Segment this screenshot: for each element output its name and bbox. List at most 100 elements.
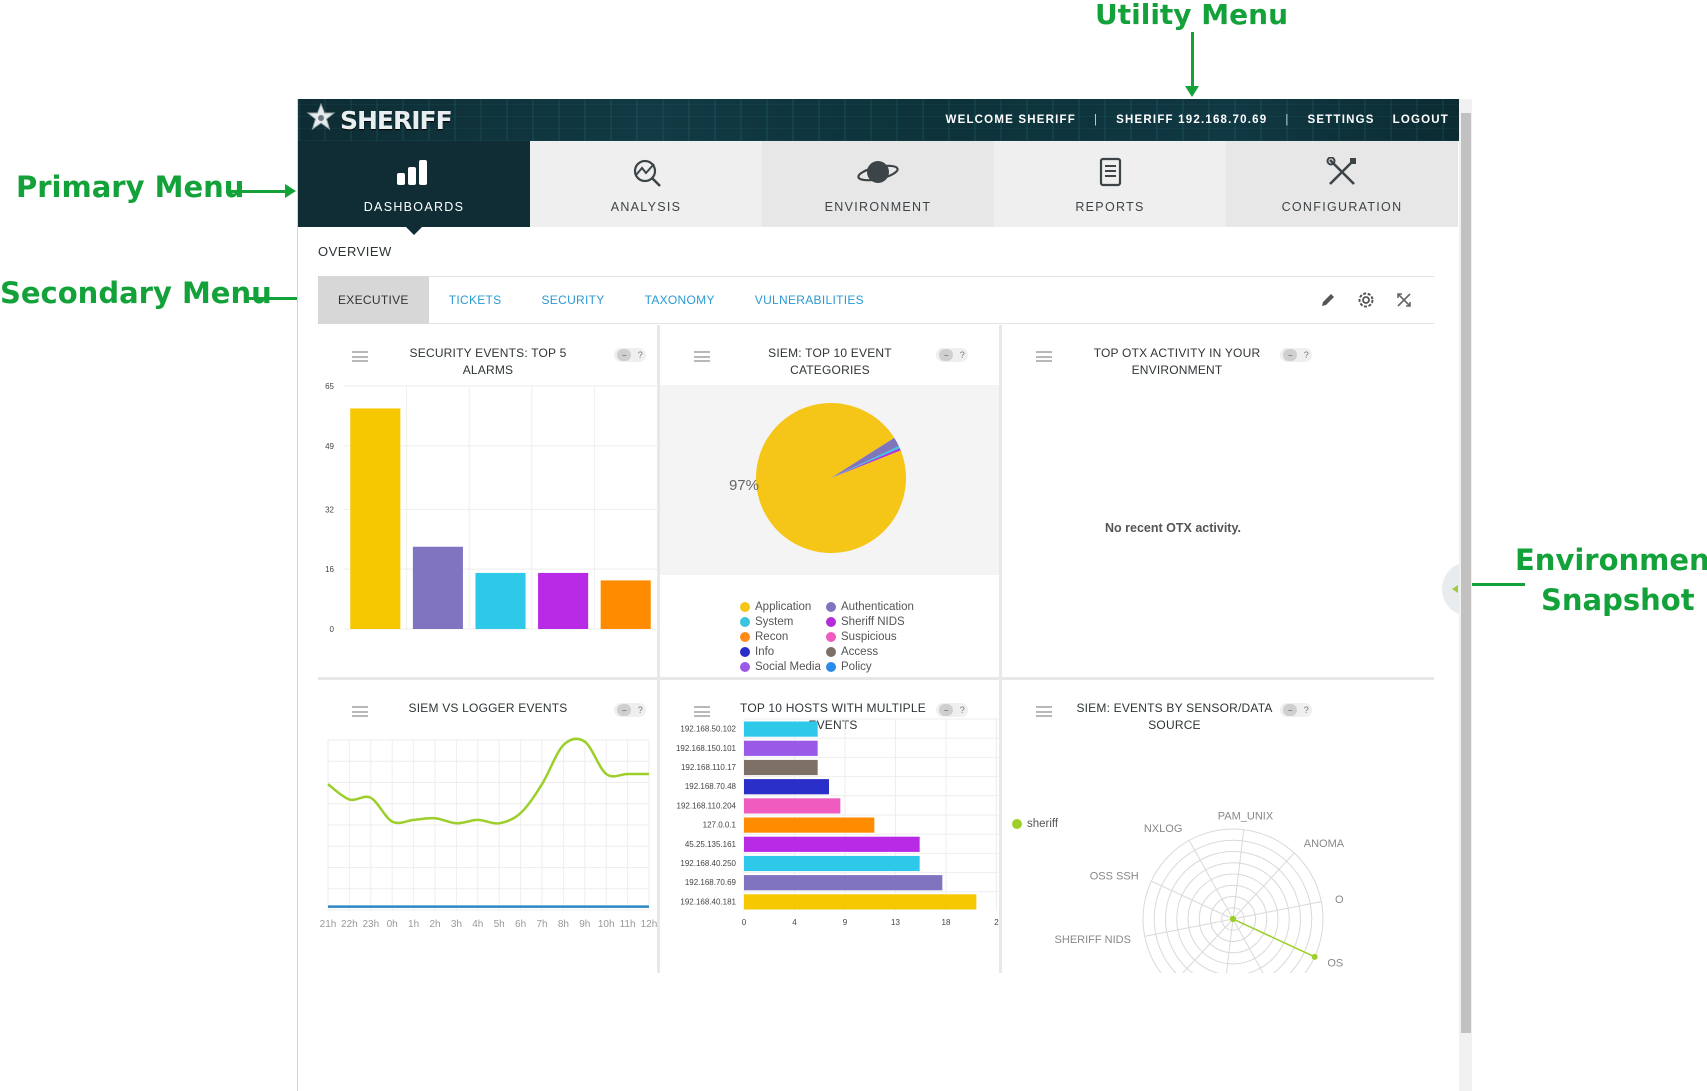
legend-label: Sheriff NIDS (841, 615, 905, 628)
legend-item: System (740, 614, 826, 629)
pencil-icon[interactable] (1318, 289, 1338, 311)
x-tick-label: 21h (320, 919, 337, 930)
utility-separator: | (1093, 114, 1099, 126)
x-tick-label: 22h (341, 919, 358, 930)
legend-label: System (755, 615, 794, 628)
radar-axis-label: OSS I (1327, 958, 1344, 970)
primary-menu-dashboards[interactable]: DASHBOARDS (298, 141, 530, 235)
widget-toggle[interactable]: −? (614, 348, 646, 362)
widget-title: SECURITY EVENTS: TOP 5 ALARMS (409, 346, 567, 377)
utility-menu: WELCOME SHERIFF | SHERIFF 192.168.70.69 … (946, 99, 1449, 141)
collapse-icon[interactable]: − (1283, 349, 1298, 361)
help-icon[interactable]: ? (959, 350, 965, 360)
legend-swatch (740, 601, 750, 612)
primary-menu-configuration[interactable]: CONFIGURATION (1226, 141, 1458, 227)
widget-menu-icon[interactable] (1036, 706, 1052, 717)
utility-menu-callout: Utility Menu (1095, 0, 1289, 31)
y-tick-label: 0 (330, 625, 335, 634)
widget-event-categories: SIEM: TOP 10 EVENT CATEGORIES −? 97% App… (660, 325, 999, 677)
bar (350, 408, 401, 629)
otx-empty-message: No recent OTX activity. (1105, 521, 1241, 535)
collapse-icon[interactable]: − (617, 704, 632, 716)
dashboard-tools (1318, 289, 1414, 311)
logo[interactable]: SHERIFF (306, 102, 453, 136)
radar-spoke (1225, 918, 1234, 973)
secondary-tab-tickets[interactable]: TICKETS (448, 293, 502, 307)
widget-menu-icon[interactable] (352, 706, 368, 717)
siem-vs-logger-line-chart: 21h 22h 23h 0h 1h 2h 3h 4h 5h 6h 7h 8h 9h 10h 11h 12h (320, 737, 657, 930)
widget-menu-icon[interactable] (694, 351, 710, 362)
legend-item: Access (826, 644, 956, 659)
help-icon[interactable]: ? (1303, 350, 1309, 360)
bar (744, 798, 841, 814)
help-icon[interactable]: ? (637, 350, 643, 360)
pie-legend: Application Authentication System Sheriff N… (740, 599, 980, 674)
utility-menu-arrow (1191, 32, 1194, 87)
widget-menu-icon[interactable] (1036, 351, 1052, 362)
widget-toggle[interactable]: −? (936, 348, 968, 362)
x-tick-label: 12h (641, 919, 657, 930)
series-line (327, 737, 649, 825)
legend-label: Recon (755, 630, 789, 643)
primary-menu-environment[interactable]: ENVIRONMENT (762, 141, 994, 227)
help-icon[interactable]: ? (959, 705, 965, 715)
widget-toggle[interactable]: −? (936, 703, 968, 717)
legend-item: Recon (740, 629, 826, 644)
legend-label: Access (841, 645, 879, 658)
x-tick-label: 5h (494, 919, 505, 930)
legend-label: Application (755, 600, 812, 613)
widget-title: TOP OTX ACTIVITY IN YOUR ENVIRONMENT (1072, 345, 1282, 379)
scrollbar[interactable] (1459, 99, 1472, 1091)
x-tick-label: 1h (408, 919, 419, 930)
bar-chart-icon (395, 157, 433, 190)
primary-menu-analysis[interactable]: ANALYSIS (530, 141, 762, 227)
collapse-icon[interactable]: − (939, 704, 954, 716)
legend-swatch (740, 661, 750, 672)
radar-axis-label: PAM_UNIX (1218, 811, 1274, 823)
collapse-icon[interactable]: − (1283, 704, 1298, 716)
widget-toggle[interactable]: −? (614, 703, 646, 717)
server-link[interactable]: SHERIFF 192.168.70.69 (1116, 114, 1268, 126)
widget-siem-vs-logger: SIEM VS LOGGER EVENTS −? 21h 22h 23h 0h 1h 2h… (318, 680, 657, 973)
events-by-sensor-radar-chart: PAM_UNIXANOMALIEO365OSS ISUDOALIENVAULT … (1055, 811, 1344, 973)
fullscreen-icon[interactable] (1394, 289, 1414, 311)
collapse-icon[interactable]: − (939, 349, 954, 361)
utility-separator: | (1285, 114, 1290, 126)
secondary-tab-vulnerabilities[interactable]: VULNERABILITIES (754, 293, 864, 307)
y-tick-label: 127.0.0.1 (703, 821, 737, 830)
bar (744, 855, 920, 872)
collapse-icon[interactable]: − (617, 349, 632, 361)
bar (744, 875, 943, 891)
bar (744, 779, 829, 795)
gear-icon[interactable] (1356, 289, 1376, 311)
help-icon[interactable]: ? (1303, 705, 1309, 715)
widget-menu-icon[interactable] (352, 351, 368, 362)
bar (744, 894, 977, 910)
help-icon[interactable]: ? (637, 705, 643, 715)
secondary-tab-taxonomy[interactable]: TAXONOMY (644, 293, 715, 307)
legend-swatch (740, 646, 750, 657)
secondary-tab-security[interactable]: SECURITY (541, 293, 605, 307)
bar (744, 721, 818, 737)
x-tick-label: 9h (579, 919, 590, 930)
legend-swatch (826, 661, 836, 672)
radar-ring (1176, 862, 1290, 973)
logout-link[interactable]: LOGOUT (1392, 114, 1449, 126)
y-tick-label: 192.168.40.250 (680, 859, 736, 868)
bar (744, 817, 875, 833)
widget-toggle[interactable]: −? (1280, 348, 1312, 362)
widget-title: SIEM: EVENTS BY SENSOR/DATA SOURCE (1076, 701, 1273, 732)
y-tick-label: 192.168.110.204 (677, 801, 737, 810)
settings-link[interactable]: SETTINGS (1307, 114, 1375, 126)
widget-menu-icon[interactable] (694, 706, 710, 717)
secondary-tab-executive[interactable]: EXECUTIVE (318, 276, 429, 324)
widget-toggle[interactable]: −? (1280, 703, 1312, 717)
primary-menu-reports[interactable]: REPORTS (994, 141, 1226, 227)
widget-title-line: ENVIRONMENT (1131, 363, 1223, 377)
planet-icon (856, 157, 900, 190)
widget-divider (657, 680, 660, 973)
scrollbar-thumb[interactable] (1461, 113, 1471, 1033)
primary-menu-arrowhead (285, 184, 296, 198)
widget-title-line: TOP OTX ACTIVITY IN YOUR (1093, 346, 1261, 360)
